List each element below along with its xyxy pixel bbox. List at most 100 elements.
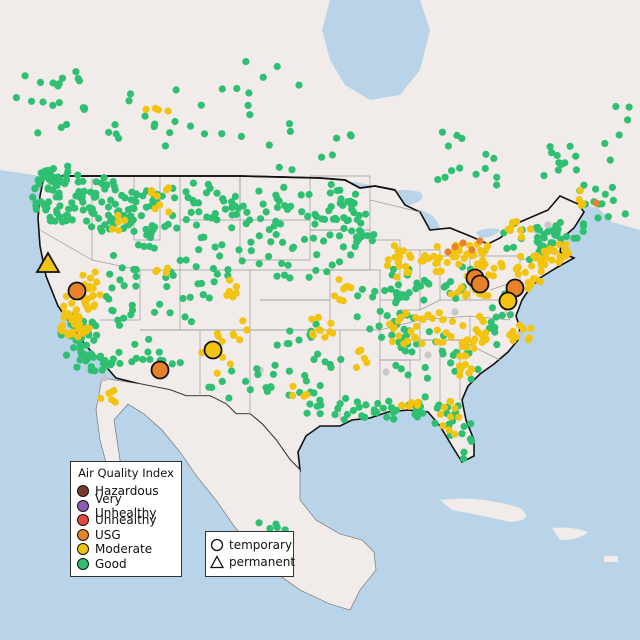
- moderate-monitor[interactable]: [235, 336, 244, 344]
- moderate-monitor[interactable]: [440, 403, 448, 411]
- good-monitor[interactable]: [98, 366, 106, 374]
- good-monitor[interactable]: [326, 231, 334, 239]
- moderate-monitor[interactable]: [225, 287, 233, 295]
- good-monitor[interactable]: [280, 183, 288, 191]
- good-monitor[interactable]: [285, 367, 293, 375]
- good-monitor[interactable]: [592, 185, 600, 193]
- moderate-monitor[interactable]: [84, 305, 92, 313]
- good-monitor[interactable]: [225, 394, 233, 402]
- moderate-monitor[interactable]: [432, 268, 440, 276]
- moderate-monitor[interactable]: [229, 330, 237, 338]
- good-monitor[interactable]: [150, 123, 158, 131]
- moderate-monitor[interactable]: [86, 274, 95, 282]
- moderate-monitor[interactable]: [336, 296, 344, 304]
- moderate-monitor[interactable]: [153, 192, 161, 200]
- good-monitor[interactable]: [144, 348, 152, 356]
- good-monitor[interactable]: [355, 403, 363, 411]
- moderate-monitor[interactable]: [121, 216, 129, 224]
- good-monitor[interactable]: [506, 311, 514, 319]
- moderate-monitor[interactable]: [551, 248, 559, 256]
- good-monitor[interactable]: [92, 178, 100, 186]
- good-monitor[interactable]: [570, 234, 578, 242]
- good-monitor[interactable]: [400, 325, 408, 333]
- good-monitor[interactable]: [116, 359, 124, 368]
- good-monitor[interactable]: [606, 156, 614, 164]
- moderate-monitor[interactable]: [89, 291, 97, 300]
- good-monitor[interactable]: [349, 406, 357, 415]
- good-monitor[interactable]: [244, 101, 252, 109]
- moderate-monitor[interactable]: [70, 320, 79, 328]
- good-monitor[interactable]: [255, 232, 263, 240]
- moderate-monitor[interactable]: [239, 317, 247, 325]
- moderate-monitor[interactable]: [142, 105, 150, 113]
- moderate-monitor[interactable]: [481, 292, 489, 300]
- good-monitor[interactable]: [397, 365, 405, 373]
- good-monitor[interactable]: [142, 225, 150, 233]
- good-monitor[interactable]: [228, 224, 236, 232]
- moderate-monitor[interactable]: [405, 402, 413, 410]
- good-monitor[interactable]: [126, 212, 135, 220]
- moderate-monitor[interactable]: [512, 333, 520, 341]
- good-monitor[interactable]: [39, 98, 47, 106]
- good-monitor[interactable]: [96, 353, 104, 361]
- good-monitor[interactable]: [68, 199, 76, 207]
- good-monitor[interactable]: [243, 208, 251, 216]
- good-monitor[interactable]: [362, 210, 370, 218]
- good-monitor[interactable]: [21, 72, 29, 80]
- good-monitor[interactable]: [111, 121, 119, 129]
- moderate-monitor[interactable]: [156, 201, 164, 209]
- moderate-monitor[interactable]: [433, 243, 441, 251]
- moderate-monitor[interactable]: [289, 382, 297, 390]
- good-monitor[interactable]: [548, 149, 556, 157]
- good-monitor[interactable]: [88, 318, 96, 326]
- moderate-monitor[interactable]: [390, 242, 398, 250]
- good-monitor[interactable]: [62, 351, 71, 359]
- good-monitor[interactable]: [413, 279, 421, 287]
- moderate-monitor[interactable]: [399, 247, 407, 255]
- good-monitor[interactable]: [108, 284, 116, 292]
- moderate-monitor[interactable]: [164, 184, 172, 192]
- moderate-monitor[interactable]: [91, 301, 99, 309]
- good-monitor[interactable]: [53, 206, 61, 215]
- good-monitor[interactable]: [405, 289, 413, 297]
- good-monitor[interactable]: [209, 264, 217, 273]
- good-monitor[interactable]: [474, 365, 482, 373]
- good-monitor[interactable]: [351, 243, 359, 251]
- good-monitor[interactable]: [182, 188, 190, 196]
- moderate-monitor[interactable]: [412, 322, 421, 330]
- good-monitor[interactable]: [246, 386, 254, 394]
- moderate-monitor[interactable]: [479, 256, 487, 264]
- good-monitor[interactable]: [34, 176, 42, 184]
- good-monitor[interactable]: [115, 134, 123, 142]
- moderate-monitor[interactable]: [446, 413, 455, 421]
- moderate-monitor[interactable]: [300, 392, 308, 400]
- good-monitor[interactable]: [224, 266, 232, 274]
- good-monitor[interactable]: [57, 123, 65, 132]
- good-monitor[interactable]: [134, 241, 143, 249]
- moderate-monitor[interactable]: [315, 326, 323, 334]
- good-monitor[interactable]: [200, 130, 209, 138]
- good-monitor[interactable]: [181, 313, 189, 321]
- good-monitor[interactable]: [74, 178, 82, 186]
- good-monitor[interactable]: [273, 341, 281, 349]
- good-monitor[interactable]: [343, 410, 351, 419]
- good-monitor[interactable]: [421, 363, 429, 372]
- good-monitor[interactable]: [328, 261, 336, 269]
- good-monitor[interactable]: [36, 78, 45, 86]
- good-monitor[interactable]: [146, 355, 154, 363]
- moderate-monitor[interactable]: [465, 369, 473, 377]
- moderate-monitor[interactable]: [419, 315, 427, 324]
- good-monitor[interactable]: [125, 97, 133, 105]
- good-monitor[interactable]: [126, 90, 135, 98]
- good-monitor[interactable]: [311, 210, 319, 218]
- good-monitor[interactable]: [52, 181, 60, 189]
- good-monitor[interactable]: [48, 173, 56, 181]
- good-monitor[interactable]: [186, 293, 194, 301]
- good-monitor[interactable]: [70, 344, 78, 352]
- good-monitor[interactable]: [318, 153, 326, 161]
- good-monitor[interactable]: [213, 216, 221, 224]
- good-monitor[interactable]: [549, 239, 557, 247]
- good-monitor[interactable]: [374, 399, 382, 408]
- good-monitor[interactable]: [327, 363, 335, 371]
- good-monitor[interactable]: [467, 375, 475, 383]
